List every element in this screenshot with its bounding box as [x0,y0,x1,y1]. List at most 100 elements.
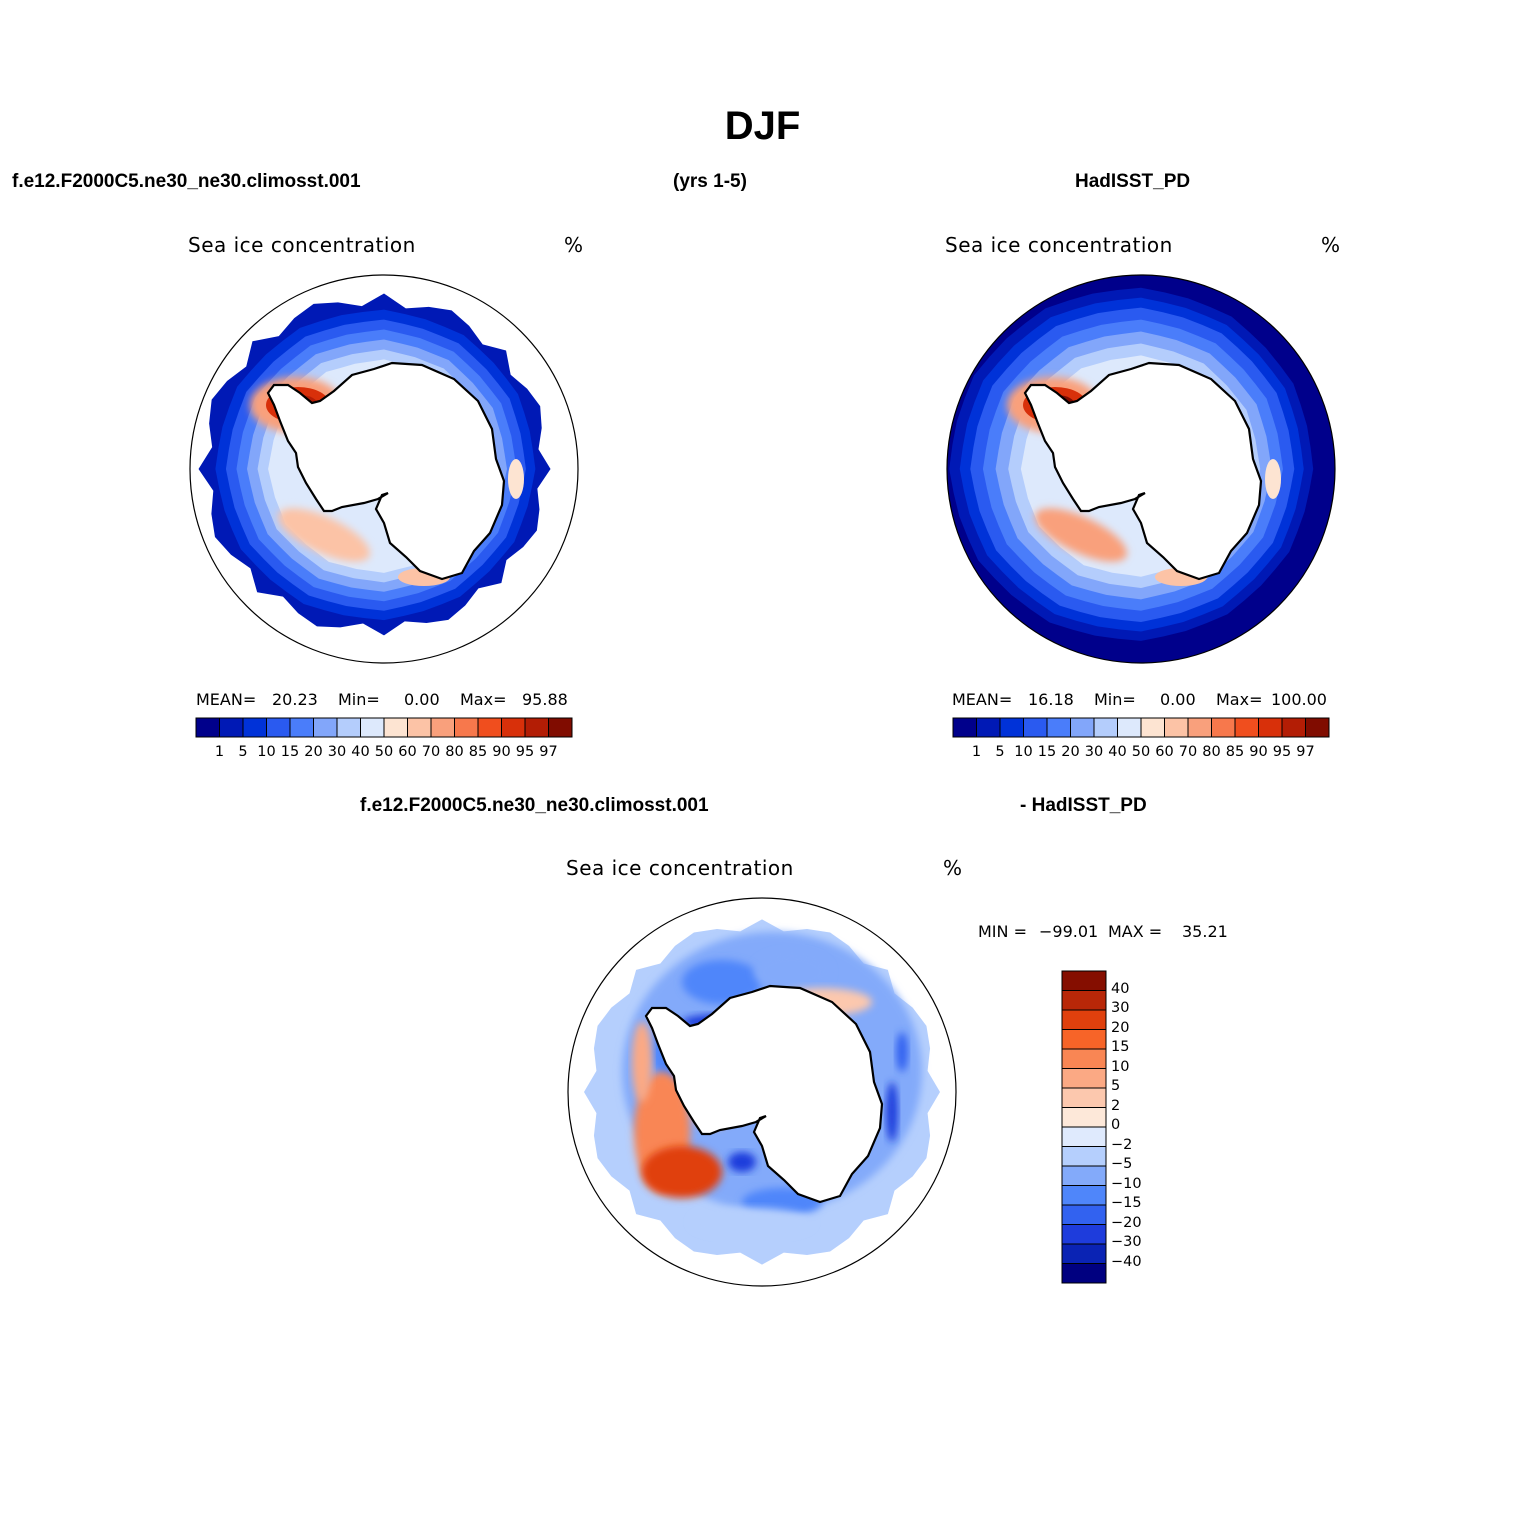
colorbar-box [1117,717,1142,738]
colorbar-tick-label: 70 [421,744,441,760]
ross-patch [1035,508,1127,562]
colorbar-tick-label: 0 [1111,1117,1121,1133]
panel2-colorbar [952,717,1330,738]
panel1-map [189,274,579,664]
colorbar-tick-label: 30 [1084,744,1104,760]
colorbar-box [1061,1107,1107,1128]
colorbar-box [1258,717,1283,738]
colorbar-tick-label: 15 [1037,744,1057,760]
diff-blob [728,1152,756,1172]
panel3-map [567,897,957,1287]
colorbar-tick-label: 30 [327,744,347,760]
colorbar-box [1061,990,1107,1011]
colorbar-box [336,717,361,738]
colorbar-box [1164,717,1189,738]
colorbar-tick-label: 85 [1225,744,1245,760]
colorbar-tick-label: 90 [1249,744,1268,760]
panel2-min: 0.00 [1160,690,1196,709]
colorbar-tick-label: −10 [1111,1175,1142,1192]
colorbar-box [1061,1087,1107,1108]
panel3-colorbar [1061,970,1107,1284]
colorbar-box [266,717,291,738]
colorbar-tick-label: −20 [1111,1214,1142,1231]
colorbar-box [313,717,338,738]
header-left: f.e12.F2000C5.ne30_ne30.climosst.001 [12,171,361,192]
panel1-max-label: Max= [460,690,507,709]
panel2-title: Sea ice concentration [945,233,1173,257]
colorbar-box [1061,1204,1107,1225]
diff-blob [692,1208,812,1236]
colorbar-tick-label: 15 [1111,1039,1130,1055]
colorbar-tick-label: −15 [1111,1195,1142,1211]
east-patch [1265,459,1281,499]
panel1-min-label: Min= [338,690,380,709]
diff-header-left: f.e12.F2000C5.ne30_ne30.climosst.001 [360,795,709,816]
colorbar-box [242,717,267,738]
colorbar-box [1305,717,1330,738]
colorbar-box [1061,1165,1107,1186]
colorbar-box [1070,717,1095,738]
colorbar-tick-label: 60 [1155,744,1174,760]
diff-header-right: - HadISST_PD [1020,795,1147,816]
colorbar-tick-label: 30 [1111,1000,1130,1016]
colorbar-tick-label: −5 [1111,1156,1133,1172]
diff-blob [886,1082,898,1142]
colorbar-box [1140,717,1165,738]
colorbar-box [407,717,432,738]
panel3-max-label: MAX = [1108,922,1163,941]
diff-blob [682,960,762,1004]
colorbar-tick-label: 5 [238,744,248,760]
panel3-title: Sea ice concentration [566,856,794,880]
colorbar-tick-label: 40 [1111,980,1130,997]
colorbar-box [524,717,549,738]
colorbar-tick-label: 80 [445,744,464,760]
colorbar-tick-label: 10 [1111,1058,1130,1075]
panel3-units: % [943,856,963,880]
colorbar-box [501,717,526,738]
panel2-mean: 16.18 [1028,690,1074,709]
colorbar-tick-label: 97 [539,744,558,760]
colorbar-tick-label: 40 [351,744,370,760]
colorbar-tick-label: 50 [1131,744,1151,760]
colorbar-tick-label: 85 [468,744,488,760]
colorbar-tick-label: 10 [1014,744,1033,760]
colorbar-tick-label: 20 [1111,1019,1130,1036]
colorbar-box [383,717,408,738]
colorbar-box [1046,717,1071,738]
colorbar-tick-label: 20 [1061,744,1080,760]
colorbar-box [454,717,479,738]
panel1-mean: 20.23 [272,690,318,709]
colorbar-box [360,717,385,738]
colorbar-box [1234,717,1259,738]
colorbar-box [1061,1263,1107,1284]
colorbar-tick-label: 10 [257,744,276,760]
panel2-units: % [1321,233,1341,257]
colorbar-tick-label: 1 [214,744,225,760]
colorbar-box [952,717,977,738]
colorbar-box [289,717,314,738]
colorbar-box [219,717,244,738]
colorbar-tick-label: 70 [1178,744,1198,760]
panel1-mean-label: MEAN= [196,690,257,709]
figure-title: DJF [724,104,801,148]
colorbar-box [1023,717,1048,738]
colorbar-box [1061,1048,1107,1069]
colorbar-box [548,717,573,738]
panel3-max: 35.21 [1182,922,1228,941]
colorbar-tick-label: 95 [515,744,535,760]
colorbar-tick-label: −30 [1111,1234,1142,1250]
diff-blob [754,952,830,992]
colorbar-box [1061,1068,1107,1089]
panel2-min-label: Min= [1094,690,1136,709]
colorbar-tick-label: 90 [492,744,511,760]
panel3-min-label: MIN = [978,922,1027,941]
panel2-mean-label: MEAN= [952,690,1013,709]
colorbar-tick-label: 1 [971,744,982,760]
diff-blob [896,1032,908,1072]
colorbar-tick-label: 95 [1272,744,1292,760]
header-center: (yrs 1-5) [673,171,747,192]
panel2-max-label: Max= [1216,690,1263,709]
map-boundary [946,274,1336,664]
colorbar-tick-label: 97 [1296,744,1315,760]
